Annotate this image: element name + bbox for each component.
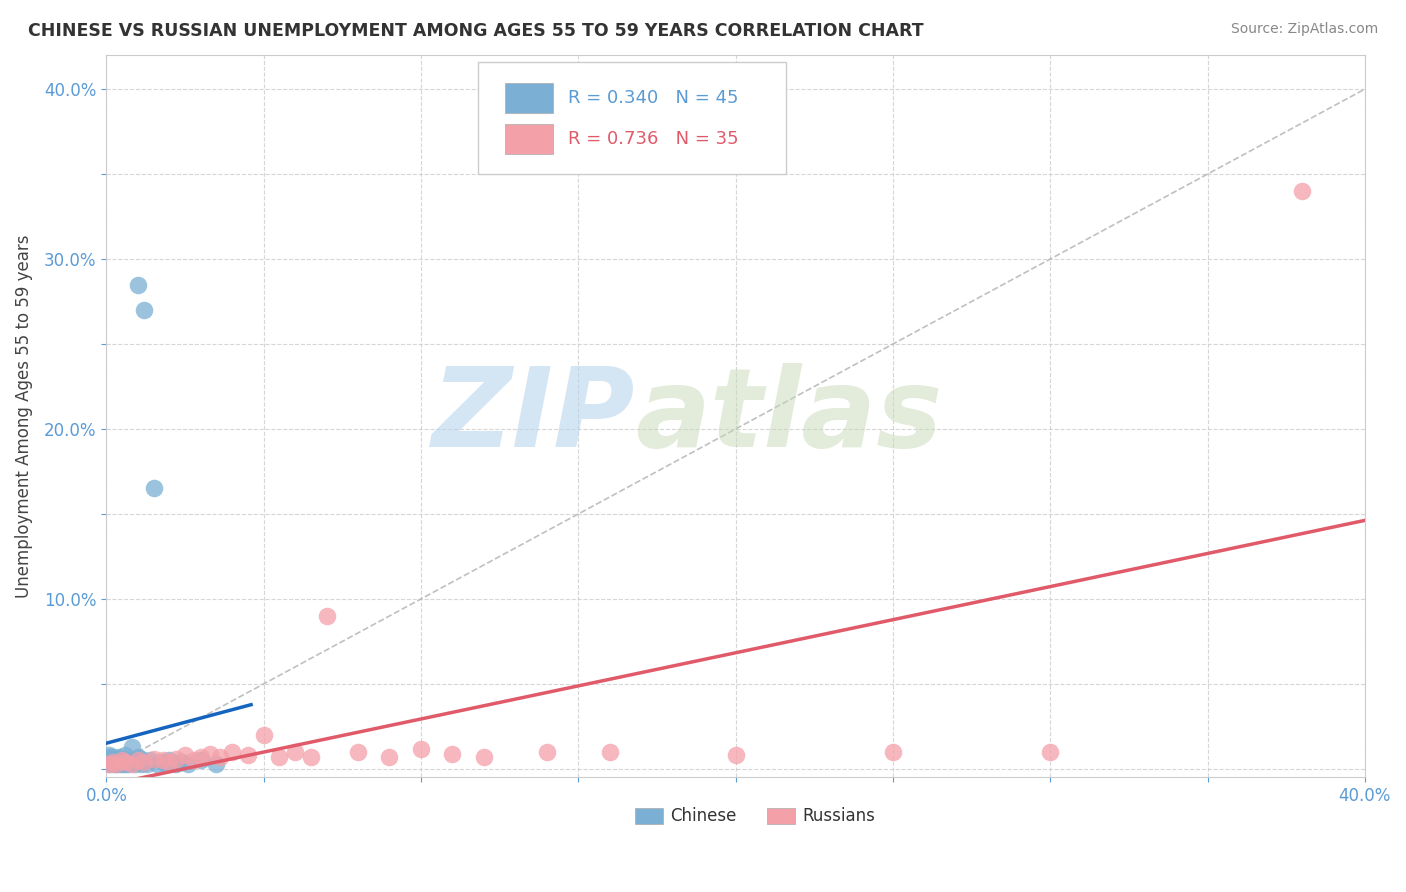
- Point: [152, 753, 174, 767]
- Text: R = 0.736   N = 35: R = 0.736 N = 35: [568, 130, 738, 148]
- Point: [121, 756, 143, 771]
- Point: [132, 303, 155, 318]
- Point: [98, 756, 121, 771]
- Text: atlas: atlas: [636, 363, 942, 470]
- Point: [101, 752, 124, 766]
- Point: [98, 748, 121, 763]
- Point: [1291, 184, 1313, 198]
- Point: [221, 745, 243, 759]
- Point: [208, 750, 231, 764]
- Text: Russians: Russians: [803, 807, 875, 825]
- Point: [157, 755, 180, 769]
- Point: [114, 756, 136, 771]
- Point: [157, 753, 180, 767]
- Point: [98, 753, 121, 767]
- Point: [114, 748, 136, 763]
- Point: [101, 753, 124, 767]
- FancyBboxPatch shape: [505, 83, 553, 113]
- Point: [124, 753, 146, 767]
- Point: [347, 745, 370, 759]
- Point: [1039, 745, 1062, 759]
- FancyBboxPatch shape: [636, 808, 662, 824]
- Point: [139, 753, 162, 767]
- Point: [269, 750, 291, 764]
- Point: [98, 755, 121, 769]
- Point: [101, 750, 124, 764]
- Point: [236, 748, 259, 763]
- FancyBboxPatch shape: [478, 62, 786, 174]
- Text: CHINESE VS RUSSIAN UNEMPLOYMENT AMONG AGES 55 TO 59 YEARS CORRELATION CHART: CHINESE VS RUSSIAN UNEMPLOYMENT AMONG AG…: [28, 22, 924, 40]
- Point: [152, 755, 174, 769]
- Point: [127, 753, 149, 767]
- Point: [104, 756, 127, 771]
- Point: [114, 755, 136, 769]
- Point: [409, 741, 432, 756]
- Point: [165, 752, 187, 766]
- Point: [183, 753, 205, 767]
- Text: ZIP: ZIP: [432, 363, 636, 470]
- Point: [882, 745, 904, 759]
- Point: [98, 756, 121, 771]
- Point: [315, 609, 337, 624]
- Point: [132, 755, 155, 769]
- Point: [170, 755, 193, 769]
- Point: [121, 739, 143, 754]
- FancyBboxPatch shape: [768, 808, 794, 824]
- Point: [117, 753, 139, 767]
- Point: [599, 745, 621, 759]
- Point: [536, 745, 558, 759]
- Point: [190, 753, 212, 767]
- Point: [165, 756, 187, 771]
- Point: [108, 750, 131, 764]
- Point: [198, 747, 221, 761]
- Point: [121, 755, 143, 769]
- Text: Chinese: Chinese: [671, 807, 737, 825]
- Point: [190, 750, 212, 764]
- Point: [111, 755, 134, 769]
- Point: [101, 756, 124, 771]
- Point: [127, 755, 149, 769]
- Point: [108, 753, 131, 767]
- Point: [111, 753, 134, 767]
- Point: [253, 728, 276, 742]
- Point: [98, 752, 121, 766]
- Point: [284, 745, 307, 759]
- Point: [129, 756, 152, 771]
- Point: [117, 756, 139, 771]
- Y-axis label: Unemployment Among Ages 55 to 59 years: Unemployment Among Ages 55 to 59 years: [15, 235, 32, 598]
- Point: [472, 750, 495, 764]
- Point: [104, 756, 127, 771]
- Point: [108, 756, 131, 771]
- Point: [127, 277, 149, 292]
- Point: [129, 752, 152, 766]
- Point: [124, 756, 146, 771]
- Point: [299, 750, 322, 764]
- Point: [378, 750, 401, 764]
- Point: [127, 750, 149, 764]
- Point: [441, 747, 464, 761]
- Point: [177, 756, 200, 771]
- Text: Source: ZipAtlas.com: Source: ZipAtlas.com: [1230, 22, 1378, 37]
- Text: R = 0.340   N = 45: R = 0.340 N = 45: [568, 88, 738, 107]
- Point: [114, 753, 136, 767]
- Point: [142, 752, 165, 766]
- Point: [724, 748, 747, 763]
- Point: [111, 756, 134, 771]
- Point: [155, 756, 177, 771]
- Point: [174, 748, 197, 763]
- Point: [145, 756, 167, 771]
- Point: [136, 756, 159, 771]
- Point: [101, 755, 124, 769]
- Point: [111, 752, 134, 766]
- Point: [104, 755, 127, 769]
- Point: [132, 755, 155, 769]
- Point: [98, 750, 121, 764]
- Point: [142, 482, 165, 496]
- Point: [104, 752, 127, 766]
- FancyBboxPatch shape: [505, 124, 553, 154]
- Point: [205, 756, 228, 771]
